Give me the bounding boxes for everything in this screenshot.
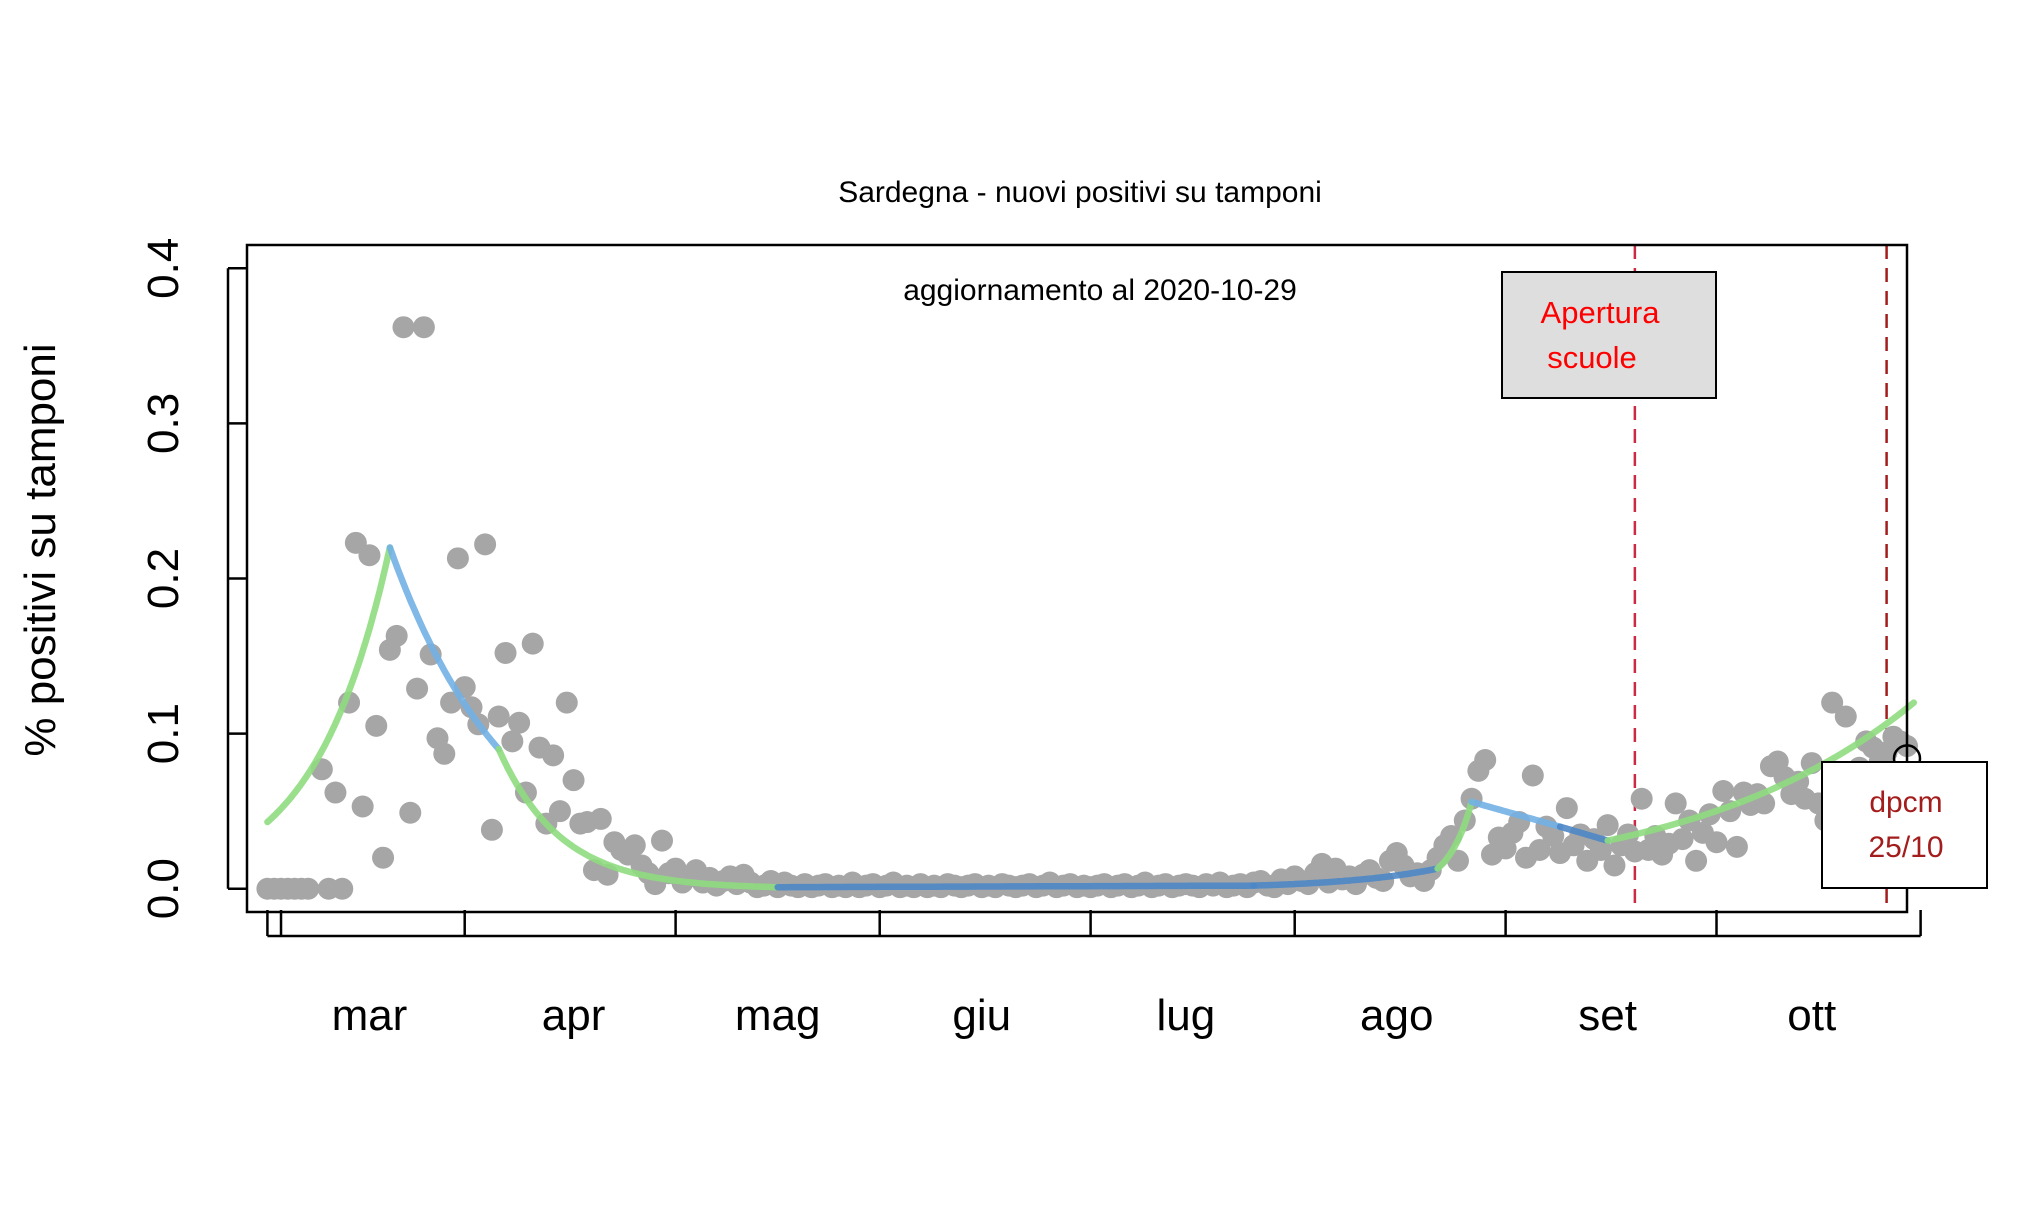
data-point bbox=[1589, 838, 1612, 861]
data-point bbox=[1603, 854, 1626, 877]
data-point bbox=[1630, 787, 1653, 810]
data-point bbox=[331, 877, 354, 900]
data-point bbox=[548, 800, 571, 823]
data-point bbox=[372, 846, 395, 869]
data-point bbox=[1474, 748, 1497, 771]
data-point bbox=[623, 834, 646, 857]
data-point bbox=[392, 316, 415, 339]
data-point bbox=[385, 624, 408, 647]
fit-curve-7 bbox=[1556, 823, 1611, 844]
x-tick-label-ott: ott bbox=[1787, 991, 1836, 1040]
x-tick-label-mag: mag bbox=[735, 991, 821, 1040]
fit-curve-6 bbox=[1468, 798, 1564, 830]
chart-subtitle: aggiornamento al 2020-10-29 bbox=[903, 274, 1297, 307]
data-point bbox=[358, 544, 381, 567]
data-point bbox=[589, 807, 612, 830]
data-point bbox=[487, 705, 510, 728]
data-point bbox=[1834, 705, 1857, 728]
fit-curve-0 bbox=[264, 544, 394, 826]
annotation-box-scuole: Apertura scuole bbox=[1501, 271, 1717, 399]
x-tick-label-apr: apr bbox=[542, 991, 606, 1040]
data-point bbox=[1705, 831, 1728, 854]
fit-curve-4 bbox=[1250, 865, 1441, 889]
y-tick-label: 0.2 bbox=[139, 548, 188, 609]
y-tick-label: 0.3 bbox=[139, 393, 188, 454]
y-tick-label: 0.4 bbox=[139, 238, 188, 299]
data-point bbox=[324, 781, 347, 804]
data-point bbox=[562, 769, 585, 792]
data-point bbox=[433, 742, 456, 765]
annotation-scuole-line2: scuole bbox=[1547, 340, 1637, 375]
annotation-dpcm-line2: 25/10 bbox=[1868, 831, 1943, 864]
annotation-scuole-line1: Apertura bbox=[1541, 295, 1661, 330]
annotation-box-dpcm: dpcm 25/10 bbox=[1821, 761, 1988, 889]
data-point bbox=[365, 714, 388, 737]
chart-title: Sardegna - nuovi positivi su tamponi bbox=[838, 176, 1322, 209]
data-point bbox=[406, 677, 429, 700]
x-tick-label-lug: lug bbox=[1156, 991, 1215, 1040]
x-tick-label-mar: mar bbox=[332, 991, 408, 1040]
y-tick-label: 0.0 bbox=[139, 858, 188, 919]
data-point bbox=[1725, 835, 1748, 858]
fit-curve-3 bbox=[774, 882, 1258, 891]
data-point bbox=[412, 316, 435, 339]
data-point bbox=[1542, 824, 1565, 847]
data-point bbox=[1712, 780, 1735, 803]
data-point bbox=[542, 744, 565, 767]
annotation-dpcm-line1: dpcm bbox=[1869, 786, 1942, 819]
data-point bbox=[1596, 814, 1619, 837]
y-tick-label: 0.1 bbox=[139, 703, 188, 764]
data-point bbox=[1685, 849, 1708, 872]
plot-area bbox=[256, 245, 1922, 912]
data-point bbox=[1664, 792, 1687, 815]
data-point bbox=[297, 877, 320, 900]
fit-curve-8 bbox=[1604, 699, 1918, 844]
fit-curve-2 bbox=[495, 745, 781, 891]
data-point bbox=[474, 533, 497, 556]
data-point bbox=[399, 801, 422, 824]
data-point bbox=[1555, 797, 1578, 820]
data-point bbox=[501, 730, 524, 753]
data-point bbox=[1821, 691, 1844, 714]
x-tick-label-giu: giu bbox=[952, 991, 1011, 1040]
data-point bbox=[1671, 828, 1694, 851]
data-point bbox=[351, 795, 374, 818]
fit-curve-5 bbox=[1434, 798, 1475, 872]
data-point bbox=[508, 711, 531, 734]
data-point bbox=[1521, 764, 1544, 787]
data-point bbox=[555, 691, 578, 714]
y-axis-label: % positivi su tamponi bbox=[16, 343, 65, 756]
fit-curve-1 bbox=[386, 544, 502, 753]
data-point bbox=[1528, 838, 1551, 861]
data-point bbox=[446, 547, 469, 570]
data-point bbox=[480, 818, 503, 841]
x-tick-label-set: set bbox=[1578, 991, 1637, 1040]
data-point bbox=[651, 829, 673, 852]
data-point bbox=[494, 641, 517, 664]
data-point bbox=[521, 632, 544, 655]
x-tick-label-ago: ago bbox=[1360, 991, 1433, 1040]
